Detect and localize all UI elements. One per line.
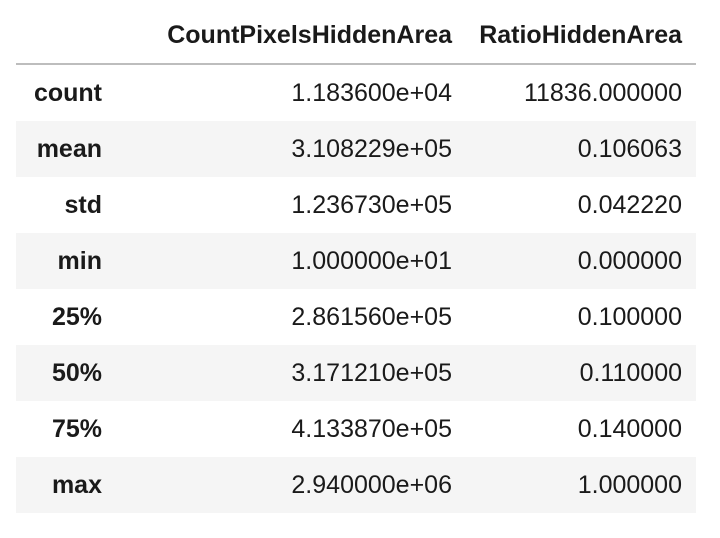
cell-count-pixels: 1.000000e+01 (291, 247, 452, 275)
cell-count-pixels: 4.133870e+05 (291, 415, 452, 443)
table-header: CountPixelsHiddenArea RatioHiddenArea (16, 7, 696, 65)
row-label: 75% (51, 415, 102, 443)
table-row: min 1.000000e+01 0.000000 (16, 233, 696, 289)
cell-ratio: 0.042220 (577, 191, 682, 219)
table-row: std 1.236730e+05 0.042220 (16, 177, 696, 233)
index-header (16, 7, 116, 65)
column-header-ratio: RatioHiddenArea (452, 7, 696, 65)
cell-ratio: 0.100000 (577, 303, 682, 331)
cell-ratio: 1.000000 (577, 471, 682, 499)
cell-ratio: 0.140000 (577, 415, 682, 443)
cell-ratio: 11836.000000 (523, 79, 682, 107)
table-row: 75% 4.133870e+05 0.140000 (16, 401, 696, 457)
row-label: 25% (51, 303, 102, 331)
cell-count-pixels: 2.940000e+06 (291, 471, 452, 499)
describe-table: CountPixelsHiddenArea RatioHiddenArea co… (16, 7, 696, 513)
cell-ratio: 0.110000 (579, 359, 682, 387)
table-row: 50% 3.171210e+05 0.110000 (16, 345, 696, 401)
row-label: count (33, 79, 102, 107)
table-row: 25% 2.861560e+05 0.100000 (16, 289, 696, 345)
cell-count-pixels: 3.171210e+05 (291, 359, 452, 387)
row-label: max (51, 471, 102, 499)
row-label: std (64, 191, 103, 219)
cell-count-pixels: 3.108229e+05 (291, 135, 452, 163)
table-row: count 1.183600e+04 11836.000000 (16, 64, 696, 121)
dataframe-output: CountPixelsHiddenArea RatioHiddenArea co… (16, 7, 696, 513)
header-row: CountPixelsHiddenArea RatioHiddenArea (16, 7, 696, 65)
cell-count-pixels: 1.236730e+05 (291, 191, 452, 219)
row-label: mean (36, 135, 102, 163)
table-body: count 1.183600e+04 11836.000000 mean 3.1… (16, 64, 696, 513)
cell-count-pixels: 1.183600e+04 (291, 79, 452, 107)
table-row: mean 3.108229e+05 0.106063 (16, 121, 696, 177)
cell-count-pixels: 2.861560e+05 (291, 303, 452, 331)
cell-ratio: 0.106063 (577, 135, 682, 163)
column-header-count-pixels: CountPixelsHiddenArea (116, 7, 452, 65)
cell-ratio: 0.000000 (577, 247, 682, 275)
row-label: 50% (51, 359, 102, 387)
table-row: max 2.940000e+06 1.000000 (16, 457, 696, 513)
row-label: min (57, 247, 102, 275)
